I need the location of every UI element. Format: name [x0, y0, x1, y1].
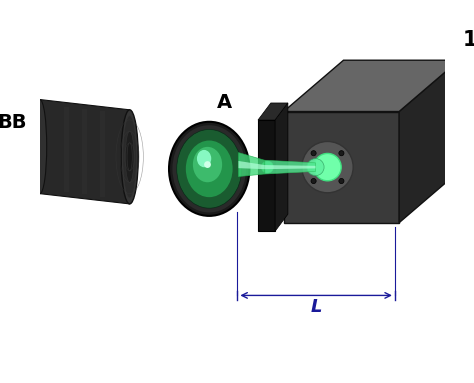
- Polygon shape: [275, 103, 288, 231]
- Polygon shape: [399, 60, 459, 223]
- Polygon shape: [238, 161, 265, 169]
- Ellipse shape: [126, 131, 134, 183]
- Polygon shape: [82, 109, 87, 195]
- Ellipse shape: [339, 178, 344, 183]
- Polygon shape: [238, 152, 265, 177]
- Text: A: A: [217, 93, 232, 112]
- Ellipse shape: [307, 159, 324, 176]
- Polygon shape: [265, 165, 316, 169]
- Ellipse shape: [318, 158, 337, 177]
- Polygon shape: [40, 100, 130, 204]
- Ellipse shape: [197, 150, 211, 167]
- Ellipse shape: [261, 161, 273, 173]
- Ellipse shape: [121, 110, 138, 204]
- Ellipse shape: [127, 143, 132, 171]
- Ellipse shape: [173, 125, 246, 213]
- Ellipse shape: [309, 160, 324, 175]
- Text: L: L: [310, 298, 322, 316]
- Ellipse shape: [314, 154, 341, 181]
- Ellipse shape: [123, 116, 137, 198]
- Text: BB: BB: [0, 113, 27, 132]
- Polygon shape: [64, 107, 69, 192]
- Ellipse shape: [193, 147, 222, 182]
- Ellipse shape: [204, 161, 211, 168]
- Ellipse shape: [339, 151, 344, 156]
- Polygon shape: [100, 111, 105, 196]
- Ellipse shape: [306, 160, 320, 174]
- Ellipse shape: [302, 141, 353, 193]
- Ellipse shape: [169, 122, 249, 216]
- Ellipse shape: [315, 158, 333, 176]
- Ellipse shape: [177, 129, 242, 208]
- Ellipse shape: [311, 178, 316, 183]
- Ellipse shape: [33, 100, 47, 194]
- Polygon shape: [283, 111, 399, 223]
- Polygon shape: [265, 160, 316, 174]
- Polygon shape: [258, 120, 275, 231]
- Text: 1: 1: [463, 30, 474, 50]
- Ellipse shape: [312, 159, 328, 175]
- Ellipse shape: [186, 141, 233, 197]
- Polygon shape: [283, 60, 459, 111]
- Ellipse shape: [311, 151, 316, 156]
- Polygon shape: [258, 103, 288, 120]
